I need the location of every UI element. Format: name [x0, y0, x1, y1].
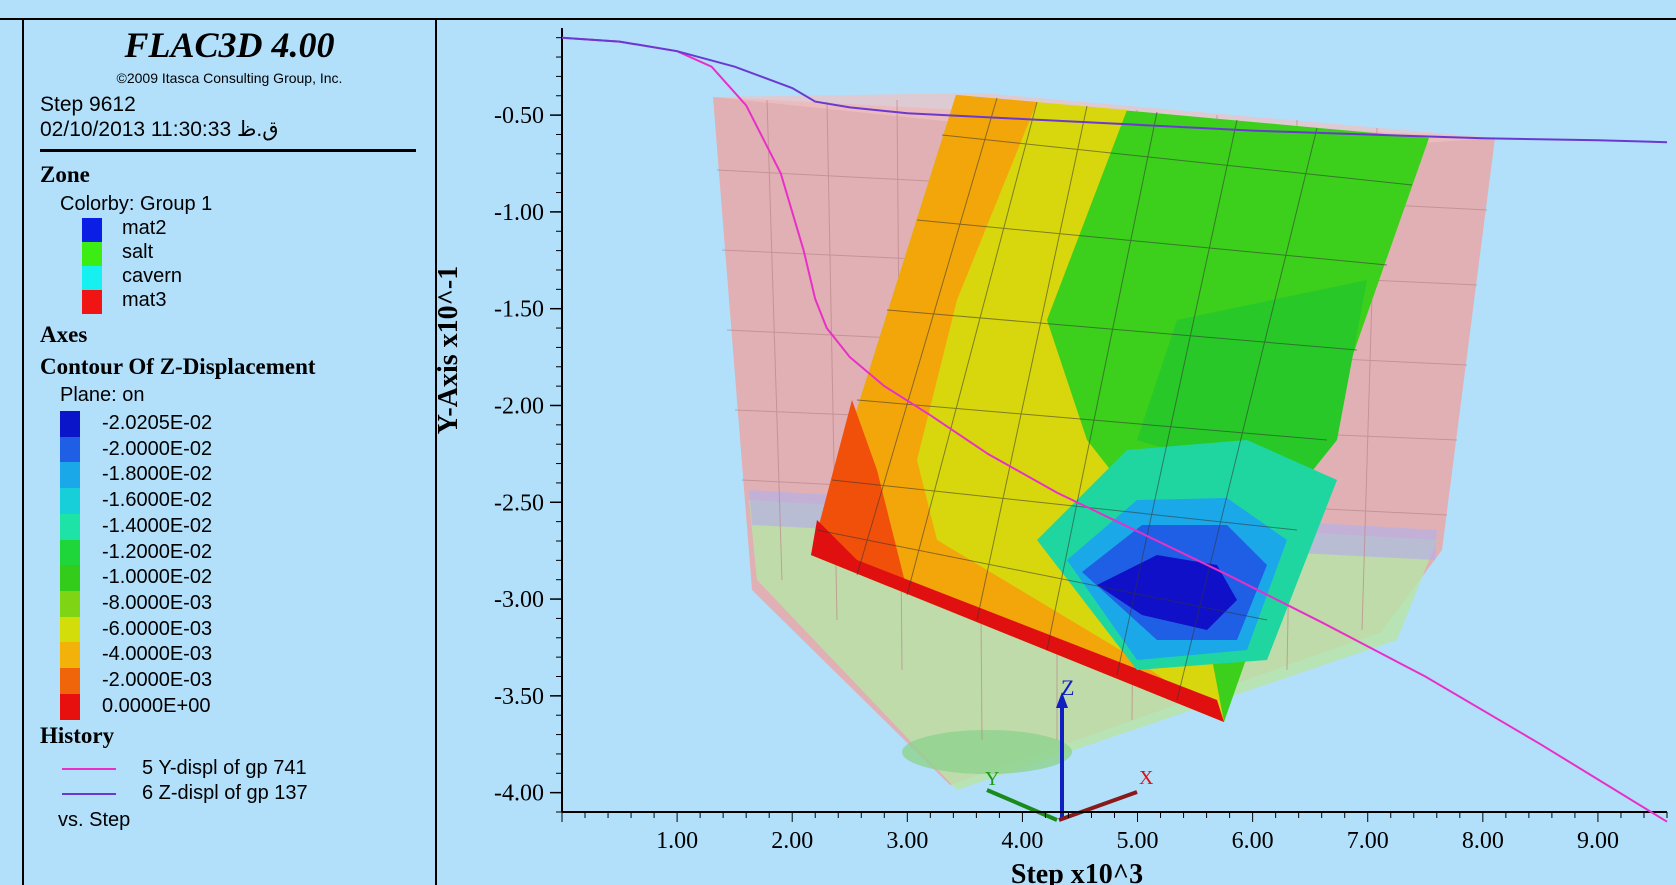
legend-panel: FLAC3D 4.00 ©2009 Itasca Consulting Grou…: [24, 20, 435, 885]
contour-swatch: [60, 513, 80, 540]
series-line-1: [561, 36, 1668, 823]
contour-swatch: [60, 616, 80, 643]
legend-divider: [435, 18, 437, 885]
contour-band-green2: [1137, 280, 1367, 490]
contour-swatch: [60, 565, 80, 592]
contour-swatch: [60, 693, 80, 720]
y-tick-label: -3.00: [494, 587, 544, 613]
cavern-base: [902, 730, 1072, 774]
y-tick-label: -3.50: [494, 684, 544, 710]
plot-area: Z Y X 1.00 2.00 3.00 4.00 5.00 6.00 7.00 8.00 9.…: [437, 28, 1668, 885]
contour-level-label: 0.0000E+00: [102, 694, 211, 717]
triad-z-arrow: [1056, 692, 1068, 708]
x-tick-label: 4.00: [1001, 828, 1043, 854]
frame-left-border: [22, 18, 24, 885]
history-line-swatch: [62, 793, 116, 795]
frame-top-border: [0, 18, 1676, 20]
zone-swatch-salt: [82, 242, 102, 266]
contour-swatch: [60, 642, 80, 669]
chart-axes: 1.00 2.00 3.00 4.00 5.00 6.00 7.00 8.00 9.00 -0.5…: [494, 28, 1668, 854]
y-tick-label: -4.00: [494, 781, 544, 807]
timestamp: 02/10/2013 11:30:33 ق.ظ: [40, 118, 279, 141]
x-axis-label: Step x10^3: [1011, 859, 1143, 885]
y-axis-label: Y-Axis x10^-1: [437, 266, 464, 434]
zone-colorby: Colorby: Group 1: [60, 193, 213, 215]
app-title: FLAC3D 4.00: [124, 25, 335, 65]
contour-heading: Contour Of Z-Displacement: [40, 354, 316, 379]
triad-x-axis: [1058, 790, 1138, 822]
contour-swatch: [60, 668, 80, 694]
y-tick-label: -2.00: [494, 393, 544, 419]
contour-level-label: -1.0000E-02: [102, 566, 213, 589]
contour-level-label: -2.0205E-02: [102, 412, 213, 434]
zone-label-mat3: mat3: [122, 289, 167, 311]
step-count: Step 9612: [40, 93, 136, 116]
contour-swatch: [60, 590, 80, 617]
contour-level-label: -2.0000E-03: [102, 669, 213, 691]
history-item-label: 5 Y-displ of gp 741: [142, 757, 307, 779]
x-tick-label: 8.00: [1462, 828, 1504, 854]
zone-label-mat2: mat2: [122, 217, 167, 239]
contour-level-label: -1.8000E-02: [102, 463, 213, 486]
contour-swatch: [60, 488, 80, 515]
contour-level-label: -4.0000E-03: [102, 643, 213, 666]
history-item-label: 6 Z-displ of gp 137: [142, 782, 308, 804]
y-tick-label: -2.50: [494, 490, 544, 516]
triad-y-label: Y: [985, 768, 999, 790]
x-tick-label: 2.00: [771, 828, 813, 854]
y-tick-label: -0.50: [494, 103, 544, 129]
contour-band-darkblue: [1097, 555, 1237, 630]
zone-heading: Zone: [40, 162, 90, 187]
history-line-swatch: [62, 768, 116, 770]
series-line-2: [561, 36, 1668, 144]
zone-swatch-cavern: [82, 266, 102, 290]
x-tick-label: 3.00: [886, 828, 928, 854]
contour-band-redorange: [811, 400, 1224, 722]
copyright: ©2009 Itasca Consulting Group, Inc.: [116, 70, 343, 86]
contour-band-orange: [811, 95, 1224, 722]
x-tick-label: 6.00: [1232, 828, 1274, 854]
contour-level-label: -1.2000E-02: [102, 540, 213, 563]
x-tick-label: 7.00: [1347, 828, 1389, 854]
contour-level-label: -2.0000E-02: [102, 437, 213, 460]
triad-x-label: X: [1139, 767, 1154, 789]
axis-triad: Z Y X: [985, 675, 1154, 822]
contour-swatch: [60, 462, 80, 489]
contour-swatch: [60, 411, 80, 437]
chart-series: [561, 36, 1668, 823]
contour-level-label: -8.0000E-03: [102, 591, 213, 614]
x-tick-label: 5.00: [1117, 828, 1159, 854]
legend-rule: [40, 149, 416, 152]
contour-level-label: -1.4000E-02: [102, 514, 213, 537]
history-heading: History: [40, 723, 115, 748]
axes-heading: Axes: [40, 322, 88, 347]
zone-label-cavern: cavern: [122, 265, 183, 287]
contour-band-red: [811, 520, 1224, 722]
zone-label-salt: salt: [122, 241, 154, 263]
y-tick-label: -1.50: [494, 297, 544, 323]
y-tick-label: -1.00: [494, 200, 544, 226]
history-vs: vs. Step: [58, 809, 131, 831]
contour-plane: Plane: on: [60, 384, 145, 406]
model-3d-view: Z Y X: [713, 93, 1495, 822]
contour-swatch: [60, 436, 80, 463]
x-tick-label: 9.00: [1577, 828, 1619, 854]
zone-swatch-mat3: [82, 290, 102, 314]
contour-level-label: -1.6000E-02: [102, 489, 213, 512]
x-tick-label: 1.00: [656, 828, 698, 854]
contour-level-label: -6.0000E-03: [102, 617, 213, 640]
plane-mesh: [816, 97, 1413, 701]
triad-z-label: Z: [1061, 675, 1074, 700]
step-info: Step 9612 02/10/2013 11:30:33 ق.ظ: [40, 92, 279, 142]
contour-swatch: [60, 539, 80, 566]
zone-swatch-mat2: [82, 218, 102, 242]
